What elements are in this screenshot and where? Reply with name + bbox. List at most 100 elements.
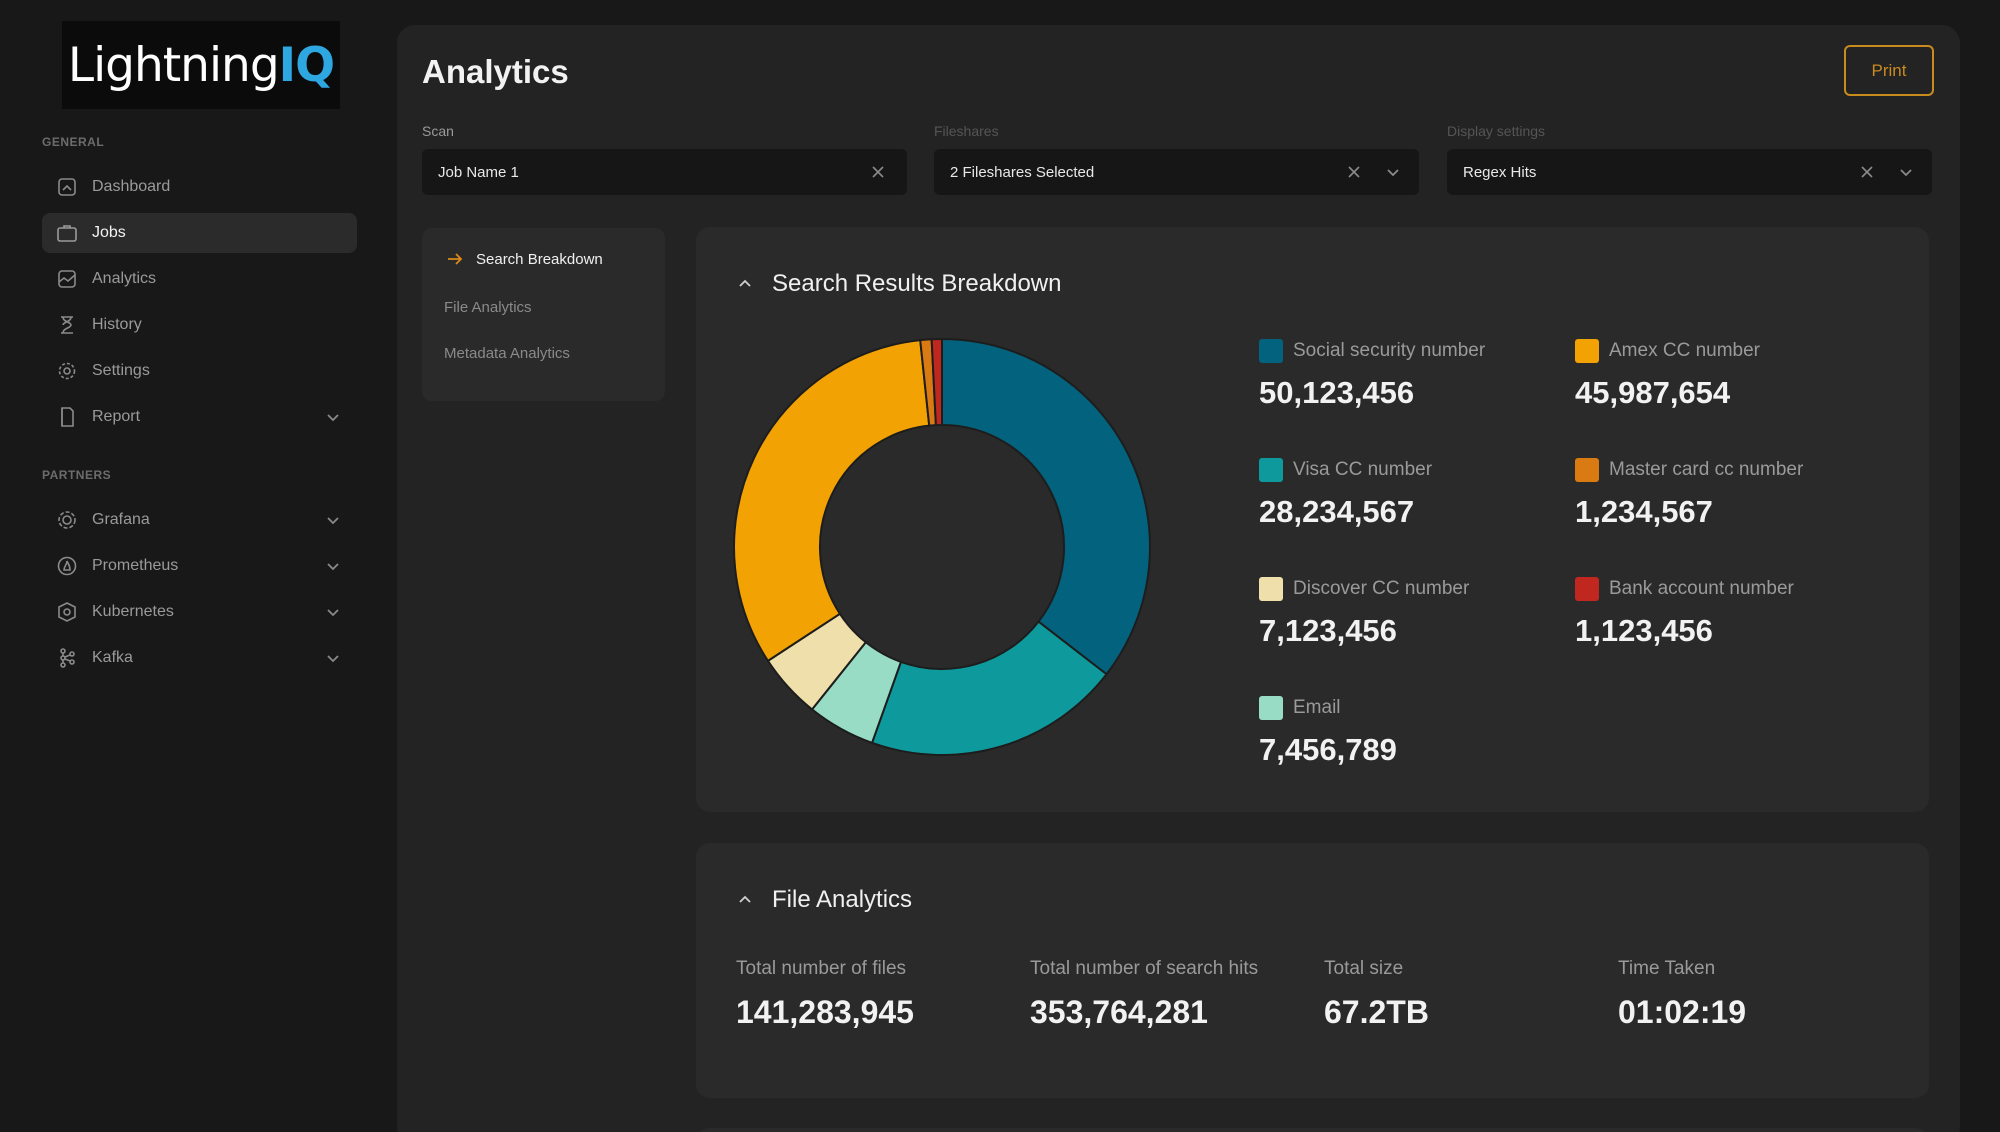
scan-filter: Scan Job Name 1 bbox=[422, 123, 907, 195]
scan-select[interactable]: Job Name 1 bbox=[422, 149, 907, 195]
arrow-right-icon bbox=[448, 253, 463, 265]
subnav-item-metadata-analytics[interactable]: Metadata Analytics bbox=[444, 345, 570, 362]
general-section-label: GENERAL bbox=[42, 135, 105, 149]
sidebar-item-report[interactable]: Report bbox=[42, 397, 357, 437]
sidebar-item-grafana[interactable]: Grafana bbox=[42, 500, 357, 540]
sidebar-item-label: Prometheus bbox=[92, 557, 179, 574]
sidebar-item-kubernetes[interactable]: Kubernetes bbox=[42, 592, 357, 632]
subnav-item-search-breakdown[interactable]: Search Breakdown bbox=[446, 250, 603, 268]
stat-total-size: Total size 67.2TB bbox=[1324, 958, 1429, 1031]
fileshares-filter: Fileshares 2 Fileshares Selected bbox=[934, 123, 1419, 195]
sidebar-item-jobs[interactable]: Jobs bbox=[42, 213, 357, 253]
legend-swatch bbox=[1575, 577, 1599, 601]
chevron-down-icon[interactable] bbox=[325, 409, 341, 425]
scan-label: Scan bbox=[422, 123, 454, 139]
donut-slice-amex-cc-number[interactable] bbox=[733, 339, 931, 663]
logo-text-accent: IQ bbox=[278, 37, 335, 93]
stat-value: 353,764,281 bbox=[1030, 994, 1208, 1030]
chevron-down-icon[interactable] bbox=[325, 512, 341, 528]
chevron-up-icon[interactable] bbox=[736, 275, 754, 293]
chevron-up-icon[interactable] bbox=[736, 891, 754, 909]
stat-total-files: Total number of files 141,283,945 bbox=[736, 958, 914, 1031]
display-settings-select[interactable]: Regex Hits bbox=[1447, 149, 1932, 195]
stat-label: Total number of files bbox=[736, 958, 907, 979]
legend-label: Bank account number bbox=[1609, 578, 1794, 599]
sidebar-item-kafka[interactable]: Kafka bbox=[42, 638, 357, 678]
stat-label: Total size bbox=[1324, 958, 1404, 979]
display-settings-label: Display settings bbox=[1447, 123, 1546, 139]
legend-label: Visa CC number bbox=[1293, 459, 1433, 480]
hourglass-icon bbox=[56, 314, 78, 336]
legend-row: Master card cc number bbox=[1575, 458, 1803, 482]
legend-item: Discover CC number 7,123,456 bbox=[1259, 577, 1469, 649]
legend-value: 45,987,654 bbox=[1575, 375, 1731, 410]
analytics-icon bbox=[56, 268, 78, 290]
legend-row: Email bbox=[1259, 696, 1397, 720]
sidebar-item-label: Kafka bbox=[92, 649, 133, 666]
sidebar-item-label: Jobs bbox=[92, 224, 126, 241]
legend-label: Amex CC number bbox=[1609, 340, 1760, 361]
sidebar-item-settings[interactable]: Settings bbox=[42, 351, 357, 391]
legend-swatch bbox=[1575, 339, 1599, 363]
kubernetes-icon bbox=[56, 601, 78, 623]
legend-value: 28,234,567 bbox=[1259, 494, 1415, 529]
donut-slice-social-security-number[interactable] bbox=[941, 337, 1151, 676]
subnav-item-file-analytics[interactable]: File Analytics bbox=[444, 299, 532, 316]
legend-value: 7,123,456 bbox=[1259, 613, 1397, 648]
sidebar-item-label: Analytics bbox=[92, 270, 157, 287]
sidebar-item-history[interactable]: History bbox=[42, 305, 357, 345]
clear-icon[interactable] bbox=[871, 165, 885, 179]
file-analytics-header[interactable]: File Analytics bbox=[736, 886, 912, 914]
sidebar-item-label: Grafana bbox=[92, 511, 150, 528]
main-panel: Analytics Print Scan Job Name 1 Fileshar… bbox=[397, 25, 1960, 1132]
clear-icon[interactable] bbox=[1347, 165, 1361, 179]
subnav-item-label: Search Breakdown bbox=[476, 250, 603, 268]
search-results-card: Search Results Breakdown Social security… bbox=[696, 227, 1929, 812]
donut-slice-bank-account-number[interactable] bbox=[930, 337, 943, 427]
next-section-card bbox=[696, 1128, 1929, 1132]
legend-value: 1,234,567 bbox=[1575, 494, 1713, 529]
prometheus-icon bbox=[56, 555, 78, 577]
search-results-header[interactable]: Search Results Breakdown bbox=[736, 270, 1061, 298]
gear-icon bbox=[56, 360, 78, 382]
scan-value: Job Name 1 bbox=[438, 163, 519, 181]
kafka-icon bbox=[56, 647, 78, 669]
chevron-down-icon[interactable] bbox=[325, 650, 341, 666]
briefcase-icon bbox=[56, 222, 78, 244]
fileshares-value: 2 Fileshares Selected bbox=[950, 163, 1095, 181]
subnav-item-label: File Analytics bbox=[444, 299, 532, 316]
sidebar-item-prometheus[interactable]: Prometheus bbox=[42, 546, 357, 586]
chevron-down-icon[interactable] bbox=[1385, 164, 1401, 180]
legend-item: Visa CC number 28,234,567 bbox=[1259, 458, 1432, 530]
legend-value: 1,123,456 bbox=[1575, 613, 1713, 648]
document-icon bbox=[56, 406, 78, 428]
stat-label: Total number of search hits bbox=[1030, 958, 1259, 979]
clear-icon[interactable] bbox=[1860, 165, 1874, 179]
print-button[interactable]: Print bbox=[1844, 45, 1934, 96]
sidebar-item-label: Settings bbox=[92, 362, 150, 379]
legend-label: Email bbox=[1293, 697, 1341, 718]
legend-row: Discover CC number bbox=[1259, 577, 1469, 601]
legend-item: Amex CC number 45,987,654 bbox=[1575, 339, 1760, 411]
lightningiq-logo[interactable]: LightningIQ bbox=[62, 21, 340, 109]
legend-item: Social security number 50,123,456 bbox=[1259, 339, 1485, 411]
stat-value: 67.2TB bbox=[1324, 994, 1429, 1030]
partners-section-label: PARTNERS bbox=[42, 468, 112, 482]
legend-swatch bbox=[1575, 458, 1599, 482]
section-subnav: Search Breakdown File Analytics Metadata… bbox=[422, 228, 665, 401]
fileshares-select[interactable]: 2 Fileshares Selected bbox=[934, 149, 1419, 195]
chevron-down-icon[interactable] bbox=[325, 558, 341, 574]
sidebar-item-dashboard[interactable]: Dashboard bbox=[42, 167, 357, 207]
sidebar-item-analytics[interactable]: Analytics bbox=[42, 259, 357, 299]
chevron-down-icon[interactable] bbox=[325, 604, 341, 620]
file-analytics-title: File Analytics bbox=[772, 886, 913, 913]
donut-slice-visa-cc-number[interactable] bbox=[870, 620, 1108, 756]
search-results-donut-chart bbox=[733, 337, 1151, 756]
legend-label: Master card cc number bbox=[1609, 459, 1804, 480]
legend-swatch bbox=[1259, 577, 1283, 601]
logo-text-main: Lightning bbox=[67, 37, 280, 93]
chevron-down-icon[interactable] bbox=[1898, 164, 1914, 180]
search-results-title: Search Results Breakdown bbox=[772, 270, 1062, 297]
stat-label: Time Taken bbox=[1618, 958, 1716, 979]
legend-label: Discover CC number bbox=[1293, 578, 1470, 599]
